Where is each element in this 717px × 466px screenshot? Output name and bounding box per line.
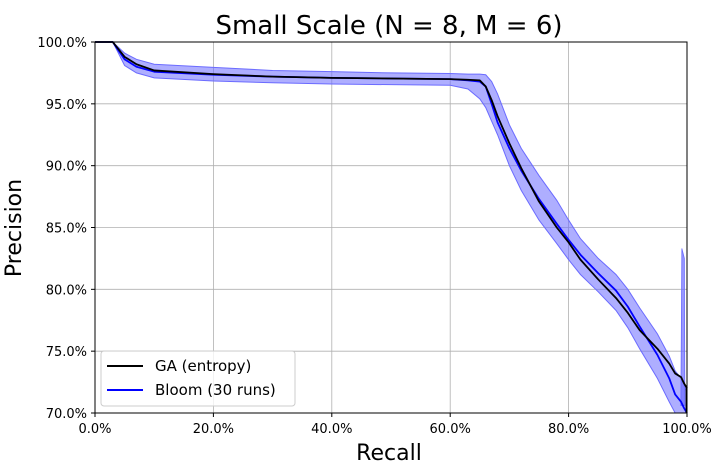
y-tick-label: 75.0% [46, 345, 87, 360]
x-tick-label: 80.0% [548, 422, 589, 437]
y-axis-label: Precision [2, 179, 27, 277]
x-tick-label: 20.0% [193, 422, 234, 437]
x-tick-label: 0.0% [78, 422, 111, 437]
legend-label-ga-entropy: GA (entropy) [155, 357, 251, 375]
x-tick-label: 40.0% [311, 422, 352, 437]
y-tick-label: 95.0% [46, 98, 87, 113]
legend-label-bloom: Bloom (30 runs) [155, 381, 276, 399]
ga-entropy-line [95, 41, 688, 389]
axis-ticks: 0.0% 20.0% 40.0% 60.0% 80.0% 100.0% 70.0% 75.0%… [37, 36, 711, 437]
x-axis-label: Recall [356, 441, 422, 466]
y-tick-label: 70.0% [46, 407, 87, 422]
legend: GA (entropy) Bloom (30 runs) [100, 350, 296, 407]
y-tick-label: 90.0% [46, 160, 87, 175]
y-tick-label: 100.0% [37, 36, 87, 51]
x-tick-label: 60.0% [430, 422, 471, 437]
series-lines [95, 41, 688, 414]
y-tick-label: 85.0% [46, 222, 87, 237]
legend-box [100, 350, 296, 407]
x-tick-label: 100.0% [662, 422, 712, 437]
chart-title: Small Scale (N = 8, M = 6) [215, 11, 562, 41]
y-tick-label: 80.0% [46, 283, 87, 298]
